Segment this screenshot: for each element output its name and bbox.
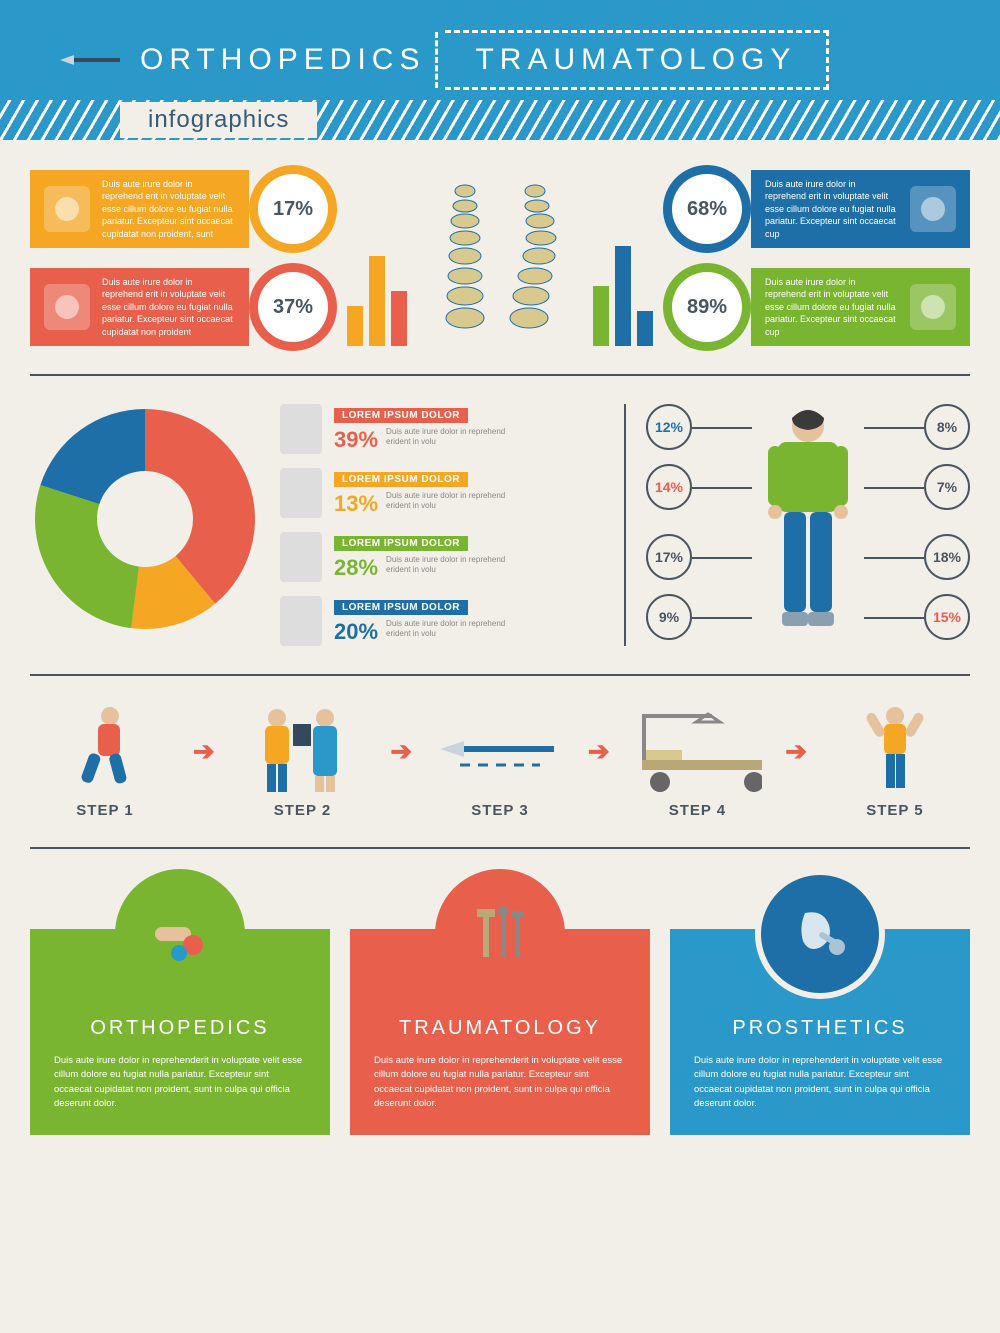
hospital-bed-icon	[632, 704, 762, 794]
legend-row: LOREM IPSUM DOLOR 13% Duis aute irure dol…	[280, 468, 604, 518]
card-text: Duis aute irure dolor in reprehenderit i…	[694, 1054, 946, 1111]
header: ORTHOPEDICS TRAUMATOLOGY infographics	[0, 0, 1000, 140]
stat-bar: Duis aute irure dolor in reprehend erit …	[30, 170, 337, 248]
body-callout: 12%	[646, 404, 692, 450]
body-callout: 17%	[646, 534, 692, 580]
card-circle-icon	[115, 869, 245, 999]
wheelchair-icon	[44, 186, 90, 232]
step-label: STEP 3	[435, 802, 565, 819]
body-callout: 7%	[924, 464, 970, 510]
legend-desc: Duis aute irure dolor in reprehend eride…	[386, 619, 506, 640]
arrow-icon: ➔	[785, 736, 807, 787]
stat-bar: Duis aute irure dolor in reprehend erit …	[663, 268, 970, 346]
step: STEP 1	[40, 704, 170, 819]
bar-chart-right	[593, 236, 653, 346]
donut-chart	[30, 404, 260, 634]
body-callout: 14%	[646, 464, 692, 510]
legend-label: LOREM IPSUM DOLOR	[334, 472, 468, 487]
legend-label: LOREM IPSUM DOLOR	[334, 408, 468, 423]
title-left: ORTHOPEDICS	[140, 43, 425, 77]
subtitle-bar: infographics	[0, 100, 1000, 140]
card-circle-icon	[755, 869, 885, 999]
body-callout: 9%	[646, 594, 692, 640]
leg-brace-icon	[910, 284, 956, 330]
stat-text: Duis aute irure dolor in reprehend erit …	[765, 276, 898, 339]
stat-text: Duis aute irure dolor in reprehend erit …	[765, 178, 898, 241]
legend-desc: Duis aute irure dolor in reprehend eride…	[386, 555, 506, 576]
section-cards: ORTHOPEDICS Duis aute irure dolor in rep…	[0, 909, 1000, 1175]
card-title: ORTHOPEDICS	[54, 1017, 306, 1040]
legend-row: LOREM IPSUM DOLOR 39% Duis aute irure dol…	[280, 404, 604, 454]
step: STEP 3	[435, 704, 565, 819]
arm-sling-icon	[280, 596, 322, 646]
doctor-patient-icon	[237, 704, 367, 794]
legend-label: LOREM IPSUM DOLOR	[334, 536, 468, 551]
body-diagram: 12% 14% 17% 9% 8% 7% 18% 15%	[646, 404, 970, 646]
stat-bar: Duis aute irure dolor in reprehend erit …	[663, 170, 970, 248]
body-callout: 18%	[924, 534, 970, 580]
arrow-icon: ➔	[390, 736, 412, 787]
legend-pct: 28%	[334, 555, 378, 581]
step-label: STEP 4	[632, 802, 762, 819]
legend-desc: Duis aute irure dolor in reprehend eride…	[386, 491, 506, 512]
arrow-icon: ➔	[588, 736, 610, 787]
card-text: Duis aute irure dolor in reprehenderit i…	[374, 1054, 626, 1111]
section-donut-body: LOREM IPSUM DOLOR 39% Duis aute irure dol…	[0, 384, 1000, 666]
step: STEP 5	[830, 704, 960, 819]
category-card: TRAUMATOLOGY Duis aute irure dolor in re…	[350, 929, 650, 1135]
spine-icon	[415, 176, 585, 346]
stat-text: Duis aute irure dolor in reprehend erit …	[102, 276, 235, 339]
legend-pct: 39%	[334, 427, 378, 453]
legend-desc: Duis aute irure dolor in reprehend eride…	[386, 427, 506, 448]
legend-pct: 13%	[334, 491, 378, 517]
step: STEP 4	[632, 704, 762, 819]
stat-text: Duis aute irure dolor in reprehend erit …	[102, 178, 235, 241]
stat-bar: Duis aute irure dolor in reprehend erit …	[30, 268, 337, 346]
pct-circle: 37%	[249, 263, 337, 351]
neck-brace-icon	[280, 532, 322, 582]
body-callout: 8%	[924, 404, 970, 450]
legend-row: LOREM IPSUM DOLOR 28% Duis aute irure dol…	[280, 532, 604, 582]
bar-chart-left	[347, 236, 407, 346]
xray-icon	[910, 186, 956, 232]
arrow-icon: ➔	[193, 736, 215, 787]
pct-circle: 17%	[249, 165, 337, 253]
legend-label: LOREM IPSUM DOLOR	[334, 600, 468, 615]
section-steps: STEP 1 ➔ STEP 2 ➔ STEP 3 ➔ STEP 4 ➔ STEP 5	[0, 684, 1000, 839]
person-icon	[748, 404, 868, 644]
body-callout: 15%	[924, 594, 970, 640]
category-card: PROSTHETICS Duis aute irure dolor in rep…	[670, 929, 970, 1135]
card-title: PROSTHETICS	[694, 1017, 946, 1040]
bone-icon	[44, 284, 90, 330]
step-label: STEP 2	[237, 802, 367, 819]
donut-legend: LOREM IPSUM DOLOR 39% Duis aute irure dol…	[280, 404, 604, 646]
card-title: TRAUMATOLOGY	[374, 1017, 626, 1040]
prosthetic-leg-icon	[280, 468, 322, 518]
category-card: ORTHOPEDICS Duis aute irure dolor in rep…	[30, 929, 330, 1135]
pct-circle: 68%	[663, 165, 751, 253]
section-stats: Duis aute irure dolor in reprehend erit …	[0, 140, 1000, 366]
step-label: STEP 1	[40, 802, 170, 819]
feet-icon	[280, 404, 322, 454]
pct-circle: 89%	[663, 263, 751, 351]
card-text: Duis aute irure dolor in reprehenderit i…	[54, 1054, 306, 1111]
legend-pct: 20%	[334, 619, 378, 645]
runner-icon	[40, 704, 170, 794]
legend-row: LOREM IPSUM DOLOR 20% Duis aute irure dol…	[280, 596, 604, 646]
title-right-box: TRAUMATOLOGY	[445, 30, 829, 90]
scalpel-icon	[435, 704, 565, 794]
scalpel-icon	[60, 54, 120, 66]
step-label: STEP 5	[830, 802, 960, 819]
recovered-icon	[830, 704, 960, 794]
card-circle-icon	[435, 869, 565, 999]
step: STEP 2	[237, 704, 367, 819]
